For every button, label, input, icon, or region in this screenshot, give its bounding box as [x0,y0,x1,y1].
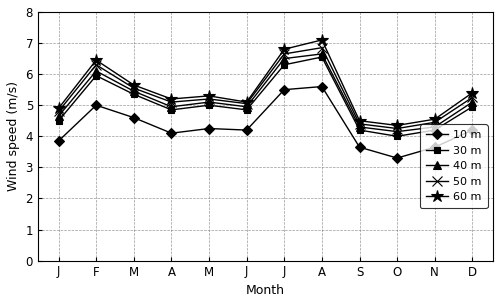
30 m [319,55,325,59]
30 m [356,128,362,132]
10 m [244,128,250,132]
10 m [356,145,362,149]
Line: 10 m: 10 m [55,83,476,161]
60 m [93,58,99,62]
60 m [244,100,250,104]
10 m [56,139,62,143]
30 m [93,74,99,78]
30 m [206,103,212,107]
50 m [356,122,362,126]
50 m [470,96,476,99]
30 m [244,108,250,112]
60 m [356,119,362,123]
60 m [206,94,212,98]
10 m [432,145,438,149]
10 m [93,103,99,107]
10 m [394,156,400,160]
60 m [394,124,400,127]
40 m [93,69,99,73]
10 m [206,127,212,130]
40 m [206,100,212,104]
50 m [131,86,137,90]
50 m [56,110,62,113]
30 m [470,105,476,109]
40 m [470,100,476,104]
30 m [168,108,174,112]
40 m [168,105,174,109]
40 m [319,52,325,56]
50 m [168,100,174,104]
50 m [394,127,400,130]
Legend: 10 m, 30 m, 40 m, 50 m, 60 m: 10 m, 30 m, 40 m, 50 m, 60 m [420,124,488,208]
30 m [56,119,62,123]
40 m [356,125,362,129]
40 m [244,105,250,109]
40 m [131,89,137,93]
40 m [56,114,62,118]
Line: 60 m: 60 m [52,34,478,132]
Line: 40 m: 40 m [54,50,476,136]
50 m [93,63,99,67]
60 m [470,91,476,95]
50 m [244,102,250,105]
40 m [282,57,288,60]
60 m [168,97,174,101]
10 m [319,85,325,88]
30 m [131,92,137,96]
10 m [168,131,174,135]
60 m [56,106,62,110]
X-axis label: Month: Month [246,284,285,297]
40 m [394,130,400,133]
10 m [282,88,288,92]
Line: 30 m: 30 m [55,54,476,140]
10 m [131,116,137,119]
30 m [394,134,400,138]
30 m [282,63,288,67]
50 m [282,52,288,56]
60 m [282,47,288,51]
60 m [432,117,438,121]
50 m [432,120,438,124]
50 m [206,97,212,101]
30 m [432,128,438,132]
60 m [131,83,137,87]
40 m [432,125,438,129]
Y-axis label: Wind speed (m/s): Wind speed (m/s) [7,81,20,191]
60 m [319,38,325,42]
50 m [319,46,325,50]
Line: 50 m: 50 m [54,43,477,133]
10 m [470,128,476,132]
